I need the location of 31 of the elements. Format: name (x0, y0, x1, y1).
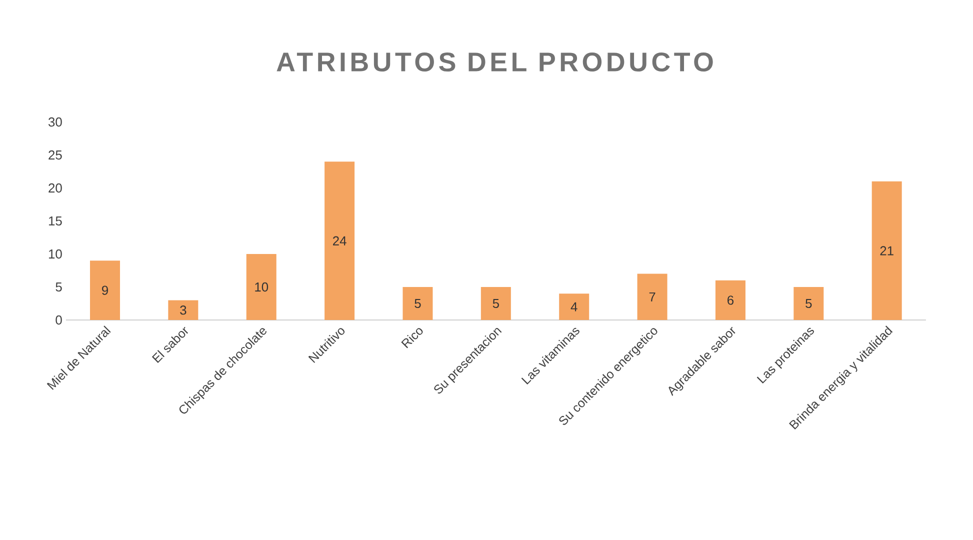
data-label: 5 (414, 298, 421, 308)
bar (246, 254, 276, 320)
bar (559, 294, 590, 320)
bar (324, 162, 355, 320)
bar (168, 300, 198, 320)
y-tick-label: 20 (48, 183, 62, 193)
bar (794, 287, 824, 320)
data-label: 7 (649, 292, 656, 302)
x-tick-label: Rico (401, 328, 423, 348)
chart-title: ATRIBUTOS DEL PRODUCTO (276, 52, 713, 72)
data-label: 5 (806, 298, 812, 308)
bar (90, 260, 120, 320)
y-tick-label: 25 (48, 150, 62, 160)
data-label: 10 (255, 282, 268, 292)
data-label: 6 (728, 296, 734, 305)
bar (637, 274, 668, 320)
data-label: 9 (102, 286, 108, 295)
bar (872, 181, 902, 320)
data-label: 21 (880, 246, 894, 256)
data-label: 24 (333, 236, 346, 246)
y-tick-label: 10 (48, 249, 62, 259)
bar (402, 287, 433, 320)
data-label: 5 (492, 298, 499, 308)
y-tick-label: 5 (56, 282, 62, 292)
y-tick-label: 15 (48, 216, 62, 226)
data-label: 4 (570, 302, 578, 312)
y-tick-label: 30 (48, 117, 62, 127)
y-tick-label: 0 (56, 315, 62, 325)
bar (480, 287, 511, 320)
bar (715, 280, 746, 320)
data-label: 3 (180, 306, 186, 315)
